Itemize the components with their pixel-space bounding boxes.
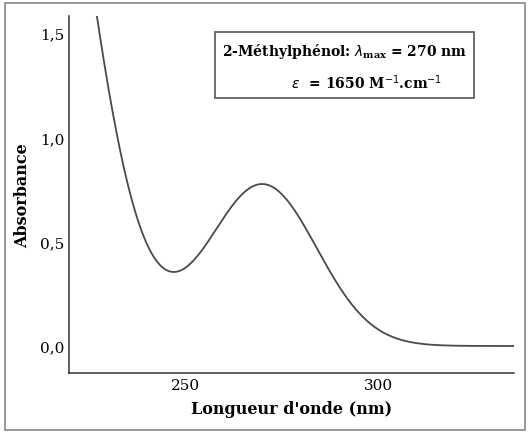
Text: 2-Méthylphénol: $\lambda_{\mathregular{max}}$ = 270 nm
         $\varepsilon$  =: 2-Méthylphénol: $\lambda_{\mathregular{m…	[223, 42, 467, 92]
X-axis label: Longueur d'onde (nm): Longueur d'onde (nm)	[191, 401, 392, 418]
Y-axis label: Absorbance: Absorbance	[14, 143, 31, 247]
